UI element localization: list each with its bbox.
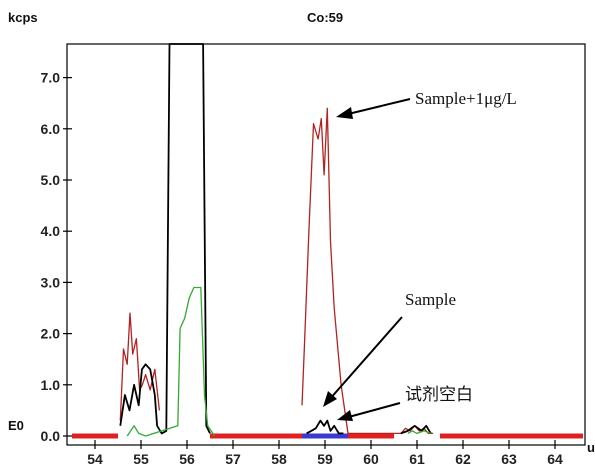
- y-tick-label: 5.0: [41, 172, 61, 188]
- y-tick-label: 1.0: [41, 377, 61, 393]
- annotation-reagent-blank: 试剂空白: [405, 385, 473, 404]
- plot-area: [72, 43, 583, 439]
- x-axis-label: u: [587, 440, 595, 455]
- arrow-reagent-blank: [337, 402, 401, 421]
- y-tick-label: 0.0: [41, 428, 61, 444]
- arrow-sample: [323, 316, 403, 407]
- baseline-label: E0: [8, 418, 24, 433]
- series-reagent-blank: [126, 286, 216, 437]
- x-tick-label: 57: [225, 451, 241, 467]
- series-sample-spiked: [301, 107, 434, 435]
- series-sample: [400, 424, 432, 435]
- series-sample: [306, 419, 344, 435]
- x-tick-label: 62: [455, 451, 471, 467]
- x-tick-label: 56: [179, 451, 195, 467]
- annotation-sample: Sample: [405, 290, 456, 309]
- plot-frame: [66, 43, 586, 446]
- series-sample-spiked: [119, 312, 161, 421]
- arrow-sample-spiked: [336, 98, 411, 119]
- series-reagent-blank: [407, 430, 432, 435]
- series-sample: [119, 43, 211, 435]
- annotation-sample-spiked: Sample+1μg/L: [415, 89, 517, 108]
- x-tick-label: 61: [409, 451, 425, 467]
- x-tick-label: 55: [133, 451, 149, 467]
- x-axis: 54 55 56 57 58 59 60 61 62 63 64: [87, 440, 563, 467]
- x-tick-label: 58: [271, 451, 287, 467]
- x-tick-label: 59: [317, 451, 333, 467]
- chart-title: Co:59: [307, 10, 343, 25]
- y-tick-label: 6.0: [41, 121, 61, 137]
- x-tick-label: 63: [501, 451, 517, 467]
- y-tick-label: 7.0: [41, 70, 61, 86]
- y-axis: 0.0 1.0 2.0 3.0 4.0 5.0 6.0 7.0: [41, 70, 72, 444]
- y-tick-label: 4.0: [41, 223, 61, 239]
- y-axis-label: kcps: [8, 10, 38, 25]
- x-tick-label: 54: [87, 451, 103, 467]
- x-tick-label: 64: [547, 451, 563, 467]
- y-tick-label: 2.0: [41, 326, 61, 342]
- x-tick-label: 60: [363, 451, 379, 467]
- y-tick-label: 3.0: [41, 274, 61, 290]
